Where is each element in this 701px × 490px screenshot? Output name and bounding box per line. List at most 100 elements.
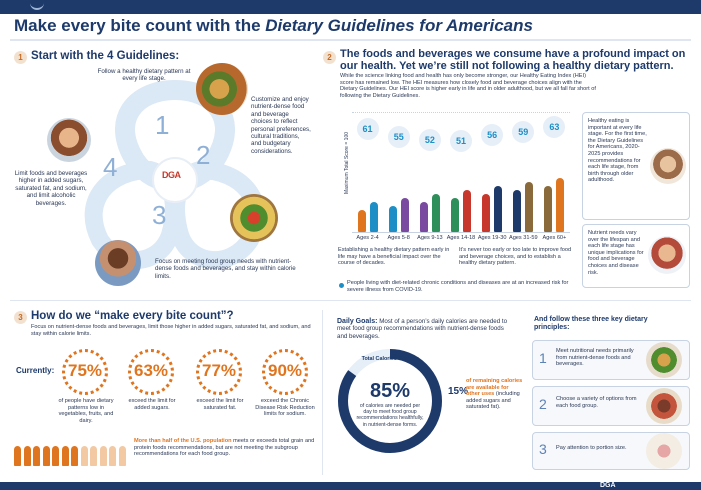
footer-bar bbox=[0, 482, 701, 490]
age-label-4: Ages 14-18 bbox=[446, 235, 476, 241]
people-group-5 bbox=[480, 174, 504, 232]
dga-center-logo: DGA bbox=[162, 170, 181, 180]
section-2-heading: The foods and beverages we consume have … bbox=[340, 48, 686, 72]
principles-heading: And follow these three key dietary princ… bbox=[534, 316, 648, 332]
section-2-intro: While the science linking food and healt… bbox=[340, 73, 596, 99]
baby-photo bbox=[650, 148, 686, 184]
pct-15: 15% bbox=[448, 386, 469, 397]
salad-photo bbox=[230, 194, 278, 242]
population-person-icon bbox=[14, 446, 21, 466]
hei-score-6: 59 bbox=[512, 120, 535, 143]
guideline-4-text: Limit foods and beverages higher in adde… bbox=[14, 170, 88, 207]
person-icon bbox=[513, 190, 522, 232]
person-icon bbox=[357, 210, 366, 232]
person-icon bbox=[451, 198, 459, 232]
stat-text-1: of people have dietary patterns low in v… bbox=[58, 398, 114, 424]
stat-value-3: 77% bbox=[201, 361, 237, 380]
guideline-1-text: Follow a healthy dietary pattern at ever… bbox=[97, 68, 191, 83]
never-too-late-note: It’s never too early or too late to impr… bbox=[459, 247, 572, 267]
brand-swoosh-icon bbox=[30, 0, 44, 10]
calories-donut-chart bbox=[338, 349, 442, 453]
person-icon bbox=[556, 178, 565, 232]
section-1-heading: Start with the 4 Guidelines: bbox=[31, 50, 180, 62]
footer-dga-logo: DGA bbox=[600, 482, 616, 489]
people-group-4 bbox=[449, 174, 473, 232]
hei-score-1: 61 bbox=[356, 118, 379, 141]
population-person-icon bbox=[42, 446, 50, 466]
person-icon bbox=[369, 202, 378, 232]
guidelines-diagram bbox=[84, 79, 266, 270]
stat-text-2: exceed the limit for added sugars. bbox=[128, 398, 176, 411]
chart-baseline bbox=[352, 232, 570, 233]
population-note: More than half of the U.S. population me… bbox=[134, 438, 315, 458]
population-person-icon bbox=[71, 446, 78, 466]
population-person-icon bbox=[90, 446, 97, 466]
donut-arc-85 bbox=[338, 349, 442, 453]
population-person-icon bbox=[99, 446, 107, 466]
people-group-2 bbox=[387, 174, 411, 232]
section-number-3: 3 bbox=[14, 311, 27, 324]
person-icon bbox=[400, 198, 409, 232]
guideline-numeral-3: 3 bbox=[152, 200, 167, 230]
guideline-numeral-2: 2 bbox=[196, 140, 211, 170]
donut-title: Total Calories Per Day bbox=[361, 356, 419, 362]
stat-value-2: 63% bbox=[133, 361, 169, 380]
section-3-intro: Focus on nutrient-dense foods and bevera… bbox=[31, 324, 311, 337]
person-icon bbox=[482, 194, 491, 232]
stat-text-3: exceed the limit for saturated fat. bbox=[196, 398, 244, 411]
principle-text-1: Meet nutritional needs primarily from nu… bbox=[556, 348, 634, 368]
portion-photo bbox=[646, 433, 682, 469]
population-person-icon bbox=[80, 446, 88, 466]
population-person-icon bbox=[109, 446, 116, 466]
stat-ring-4 bbox=[262, 349, 308, 395]
population-person-icon bbox=[61, 446, 69, 466]
page-title: Make every bite count with the Dietary G… bbox=[14, 16, 533, 35]
population-person-icon bbox=[52, 446, 59, 466]
person-icon bbox=[494, 186, 503, 232]
principle-text-2: Choose a variety of options from each fo… bbox=[556, 396, 637, 409]
hei-score-3: 52 bbox=[418, 129, 441, 152]
guideline-numeral-4: 4 bbox=[103, 152, 118, 182]
life-stage-text: Healthy eating is important at every lif… bbox=[588, 118, 647, 184]
meal-photo bbox=[196, 63, 248, 115]
section-3-heading: How do we “make every bite count”? bbox=[31, 310, 234, 322]
person-icon bbox=[544, 186, 553, 232]
people-group-6 bbox=[511, 174, 535, 232]
nutrient-needs-text: Nutrient needs vary over the lifespan an… bbox=[588, 230, 644, 276]
person-icon bbox=[419, 202, 428, 232]
stat-text-4: exceed the Chronic Disease Risk Reductio… bbox=[255, 398, 315, 418]
people-group-1 bbox=[356, 174, 380, 232]
bullet-icon bbox=[339, 283, 344, 288]
currently-label: Currently: bbox=[16, 366, 55, 375]
pct-85-text: of calories are needed per day to meet f… bbox=[356, 403, 424, 428]
hei-score-2: 55 bbox=[387, 125, 410, 148]
principle-number-2: 2 bbox=[539, 396, 547, 412]
age-label-1: Ages 2-4 bbox=[356, 235, 379, 241]
chart-gridline bbox=[352, 112, 570, 113]
age-label-2: Ages 5-8 bbox=[387, 235, 410, 241]
stat-value-1: 75% bbox=[67, 361, 103, 380]
top-bar bbox=[0, 0, 701, 14]
population-person-icon bbox=[23, 446, 31, 466]
population-person-icon bbox=[118, 446, 126, 466]
person-icon bbox=[525, 182, 534, 232]
hei-score-7: 63 bbox=[543, 116, 566, 138]
age-label-6: Ages 31-59 bbox=[508, 235, 538, 241]
pct-85: 85% bbox=[369, 380, 411, 402]
hei-score-5: 56 bbox=[481, 124, 504, 147]
bowl-photo bbox=[646, 342, 682, 378]
age-label-3: Ages 9-13 bbox=[417, 235, 443, 241]
y-axis-label: Maximum Total Score = 100 bbox=[344, 131, 350, 195]
principle-number-1: 1 bbox=[539, 350, 547, 366]
principle-number-3: 3 bbox=[539, 441, 547, 457]
covid-note: People living with diet-related chronic … bbox=[347, 280, 569, 293]
kebab-photo bbox=[646, 388, 682, 424]
people-group-3 bbox=[418, 174, 442, 232]
age-label-7: Ages 60+ bbox=[542, 235, 567, 241]
seniors-photo bbox=[95, 240, 141, 286]
age-label-5: Ages 19-30 bbox=[477, 235, 507, 241]
daily-goals-text: Daily Goals: Most of a person’s daily ca… bbox=[337, 318, 508, 340]
principle-text-3: Pay attention to portion size. bbox=[556, 445, 627, 451]
guideline-numeral-1: 1 bbox=[155, 110, 170, 140]
title-divider bbox=[10, 39, 691, 41]
